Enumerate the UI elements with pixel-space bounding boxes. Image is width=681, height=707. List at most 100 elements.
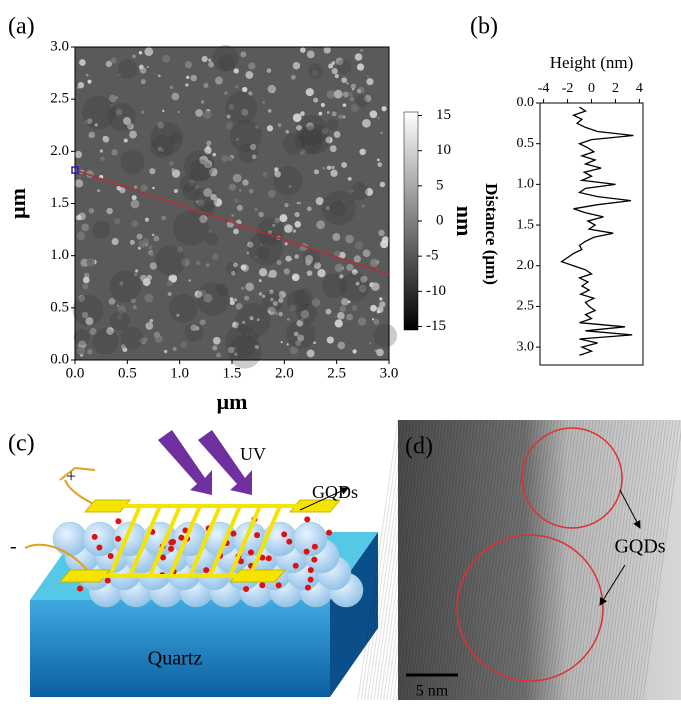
afm-speckle [206, 263, 210, 267]
afm-speckle [234, 68, 239, 73]
afm-speckle [132, 54, 136, 58]
afm-speckle [166, 280, 172, 286]
figure: (a)(b)(c)(d)0.00.51.01.52.02.53.00.00.51… [0, 0, 681, 707]
afm-dark [118, 59, 137, 78]
afm-speckle [307, 51, 315, 59]
afm-speckle [77, 231, 86, 240]
afm-speckle [117, 305, 119, 307]
afm-speckle [230, 297, 234, 301]
afm-speckle [224, 91, 228, 95]
gqd-dot [105, 578, 111, 584]
y-tick-label: 3.0 [50, 38, 69, 54]
afm-dark [108, 103, 136, 131]
afm-speckle [249, 189, 254, 194]
afm-speckle [287, 343, 289, 345]
afm-speckle [138, 241, 146, 249]
x-tick-label: 2.5 [327, 365, 346, 381]
afm-speckle [268, 109, 272, 113]
afm-speckle [293, 230, 296, 233]
afm-speckle [341, 162, 347, 168]
afm-speckle [213, 153, 216, 156]
afm-speckle [132, 195, 137, 200]
afm-speckle [233, 229, 239, 235]
afm-speckle [168, 292, 172, 296]
afm-speckle [149, 168, 155, 174]
afm-dark [150, 122, 183, 155]
afm-speckle [77, 347, 85, 355]
afm-speckle [171, 93, 179, 101]
y-tick-label: 1.0 [517, 177, 535, 192]
afm-dark [355, 95, 368, 108]
gqd-dot [96, 545, 102, 551]
afm-speckle [326, 309, 332, 315]
afm-speckle [153, 72, 155, 74]
afm-dark [273, 166, 302, 195]
afm-speckle [75, 179, 83, 187]
profile-curve [562, 107, 634, 355]
afm-speckle [103, 136, 110, 143]
gqd-dot [326, 530, 332, 536]
afm-speckle [143, 337, 148, 342]
afm-dark [286, 320, 315, 349]
afm-speckle [215, 77, 223, 85]
afm-dark [330, 201, 346, 217]
afm-speckle [259, 268, 267, 276]
afm-speckle [366, 75, 369, 78]
colorbar-tick-label: 5 [436, 177, 444, 193]
gqd-dot [92, 534, 98, 540]
afm-speckle [348, 91, 353, 96]
y-tick-label: 0.5 [50, 299, 69, 315]
y-tick-label: 2.5 [517, 299, 535, 314]
afm-dark [308, 64, 323, 79]
afm-speckle [152, 187, 155, 190]
afm-speckle [189, 279, 191, 281]
afm-speckle [139, 65, 144, 70]
afm-speckle [373, 319, 379, 325]
afm-speckle [149, 319, 153, 323]
afm-speckle [254, 208, 257, 211]
gqd-dot [168, 546, 174, 552]
afm-speckle [241, 264, 247, 270]
afm-speckle [200, 319, 206, 325]
afm-speckle [382, 236, 389, 243]
panel-label: (b) [470, 14, 498, 40]
afm-speckle [291, 75, 296, 80]
afm-speckle [369, 342, 371, 344]
afm-speckle [330, 145, 337, 152]
gqd-dot [243, 586, 249, 592]
afm-speckle [300, 47, 306, 53]
afm-speckle [144, 47, 153, 56]
afm-speckle [240, 51, 246, 57]
colorbar-tick-label: -10 [426, 283, 446, 299]
afm-speckle [338, 342, 346, 350]
afm-speckle [208, 59, 211, 62]
afm-speckle [259, 292, 262, 295]
afm-speckle [380, 182, 385, 187]
afm-speckle [235, 85, 239, 89]
afm-speckle [281, 341, 283, 343]
afm-speckle [293, 62, 300, 69]
afm-speckle [258, 212, 263, 217]
afm-speckle [153, 236, 159, 242]
afm-speckle [332, 111, 337, 116]
afm-speckle [88, 132, 95, 139]
gqd-dot [115, 518, 121, 524]
y-tick-label: 0.0 [50, 351, 69, 367]
gqd-dot [108, 553, 114, 559]
x-axis-label: μm [217, 389, 248, 414]
afm-speckle [335, 264, 343, 272]
afm-speckle [316, 220, 325, 229]
afm-speckle [162, 110, 164, 112]
afm-speckle [97, 189, 100, 192]
afm-speckle [83, 277, 90, 284]
afm-speckle [334, 131, 341, 138]
afm-dark [74, 329, 91, 346]
gqds-label: GQDs [614, 536, 665, 558]
afm-speckle [269, 270, 277, 278]
y-tick-label: 1.5 [517, 217, 535, 232]
afm-speckle [77, 86, 80, 89]
afm-speckle [230, 300, 235, 305]
x-axis-label: Height (nm) [550, 53, 634, 72]
y-tick-label: 2.5 [50, 91, 69, 107]
afm-speckle [87, 349, 92, 354]
